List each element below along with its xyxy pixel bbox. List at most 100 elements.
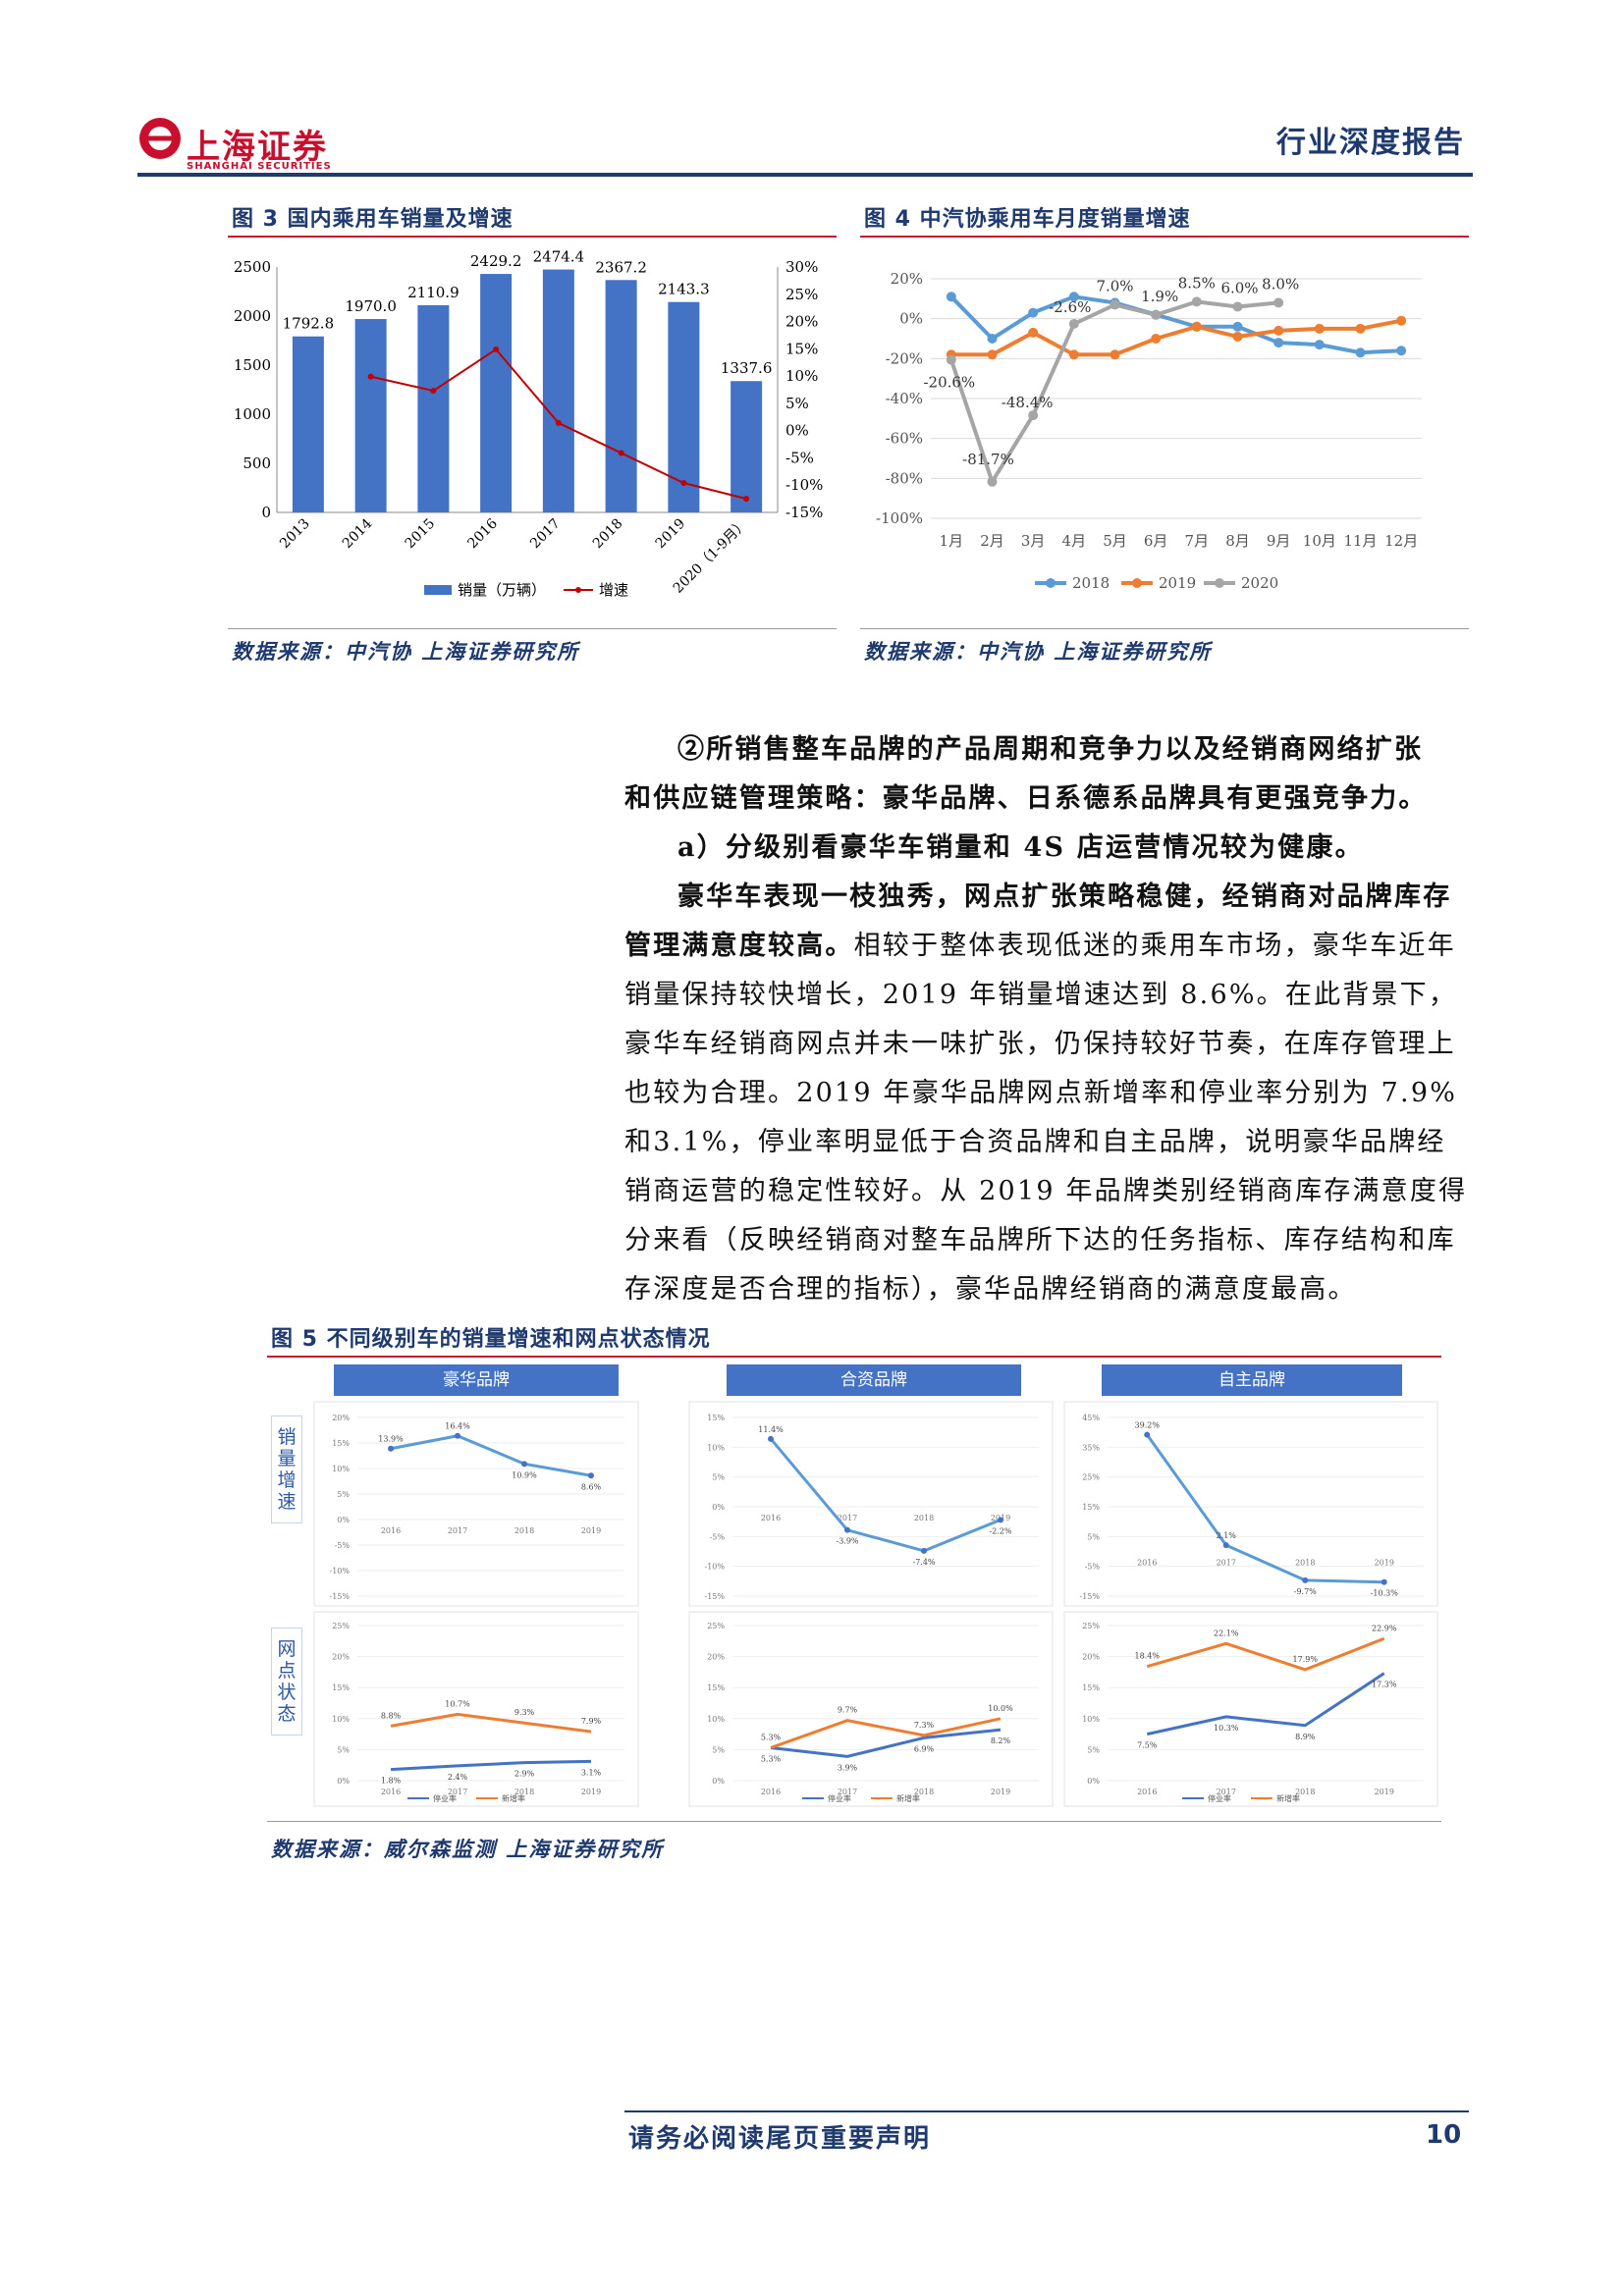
new-rate-line (1147, 1638, 1384, 1670)
y-tick-label: 0% (1087, 1777, 1100, 1786)
series-point-2019 (1151, 334, 1161, 344)
y-tick-label: 35% (1082, 1443, 1100, 1452)
y-tick-label: 0% (337, 1777, 350, 1786)
data-label-2020: -2.6% (1049, 298, 1091, 316)
sales-growth-label: -10.3% (1371, 1589, 1399, 1598)
legend-marker-2019 (1132, 578, 1142, 588)
bar-data-label: 2429.2 (470, 252, 522, 270)
x-tick-label: 2013 (277, 516, 313, 553)
y-tick-label: 20% (332, 1414, 350, 1422)
new-rate-label: 9.3% (514, 1708, 535, 1717)
series-point-2019 (1233, 332, 1243, 342)
y-right-tick-label: -5% (785, 449, 814, 466)
series-point-2018 (988, 334, 998, 344)
page-number: 10 (1426, 2120, 1461, 2150)
x-tick-label: 2017 (448, 1526, 467, 1535)
figure3-source: 数据来源：中汽协 上海证券研究所 (232, 636, 579, 666)
paragraph-3: 豪华车表现一枝独秀，网点扩张策略稳健，经销商对品牌库存管理满意度较高。相较于整体… (624, 873, 1469, 1314)
x-tick-label: 2018 (590, 516, 626, 553)
new-rate-label: 18.4% (1135, 1652, 1161, 1661)
sales-growth-label: -7.4% (912, 1558, 935, 1567)
y-tick-label: -80% (886, 469, 923, 487)
y-tick-label: 15% (332, 1683, 350, 1692)
panel-frame-sales (689, 1402, 1053, 1606)
legend-label-2020: 2020 (1241, 574, 1278, 592)
y-left-tick-label: 2000 (234, 307, 271, 325)
figure5-title: 图 5 不同级别车的销量增速和网点状态情况 (271, 1321, 711, 1353)
series-point-2019 (1396, 316, 1406, 326)
y-tick-label: 45% (1082, 1414, 1100, 1422)
sales-growth-label: 13.9% (378, 1435, 404, 1444)
legend-label-new: 新增率 (896, 1793, 920, 1803)
closure-rate-label: 8.2% (991, 1736, 1011, 1745)
x-tick-label: 2019 (991, 1788, 1010, 1796)
new-rate-label: 10.0% (988, 1704, 1013, 1713)
x-tick-label: 2019 (1375, 1788, 1394, 1796)
sales-growth-point (1381, 1579, 1387, 1585)
new-rate-label: 8.8% (381, 1711, 402, 1720)
data-label-2020: 7.0% (1096, 277, 1133, 294)
series-point-2020 (1233, 301, 1243, 311)
report-type-title: 行业深度报告 (1276, 118, 1465, 161)
growth-point (619, 450, 624, 455)
x-tick-label: 2016 (1137, 1559, 1157, 1568)
closure-rate-label: 6.9% (914, 1744, 935, 1753)
figure4-rule (860, 236, 1469, 238)
x-tick-label: 2016 (381, 1526, 401, 1535)
y-tick-label: 5% (712, 1473, 725, 1482)
x-tick-label: 2018 (914, 1514, 934, 1522)
y-tick-label: 5% (337, 1490, 350, 1499)
header-rule (137, 173, 1473, 177)
legend-label-2019: 2019 (1159, 574, 1196, 592)
bar (606, 280, 637, 512)
bar-data-label: 1337.6 (721, 359, 773, 377)
data-label-2020: -81.7% (962, 451, 1014, 468)
x-tick-label: 2018 (1295, 1559, 1315, 1568)
series-point-2020 (1192, 296, 1202, 306)
series-point-2019 (988, 349, 998, 359)
y-tick-label: 20% (332, 1653, 350, 1662)
legend-label-growth: 增速 (599, 581, 628, 599)
bar (731, 381, 762, 512)
sales-growth-point (588, 1472, 594, 1478)
y-tick-label: 20% (891, 270, 923, 288)
sales-growth-point (388, 1446, 394, 1452)
legend-marker-2020 (1215, 578, 1224, 588)
figure3-rule (228, 236, 837, 238)
new-rate-label: 10.7% (445, 1699, 470, 1708)
logo-subtext: SHANGHAI SECURITIES (187, 161, 332, 172)
x-tick-label: 5月 (1103, 532, 1127, 550)
sales-growth-point (1144, 1432, 1150, 1438)
y-tick-label: 15% (1082, 1683, 1100, 1692)
series-point-2018 (1396, 346, 1406, 355)
new-rate-label: 5.3% (761, 1734, 782, 1742)
data-label-2020: 8.0% (1262, 275, 1299, 293)
y-tick-label: 25% (1082, 1622, 1100, 1630)
sales-growth-label: 10.9% (512, 1470, 537, 1479)
data-label-2020: 1.9% (1141, 288, 1178, 305)
legend-marker-2018 (1046, 578, 1056, 588)
x-tick-label: 12月 (1384, 532, 1418, 550)
figure3-title: 图 3 国内乘用车销量及增速 (232, 201, 514, 233)
data-label-2020: 8.5% (1178, 274, 1216, 292)
new-rate-label: 7.9% (581, 1717, 602, 1726)
x-tick-label: 4月 (1062, 532, 1087, 550)
new-rate-label: 17.9% (1293, 1655, 1319, 1664)
y-right-tick-label: 20% (785, 313, 818, 331)
y-tick-label: -5% (335, 1541, 351, 1550)
sales-growth-point (998, 1517, 1003, 1522)
y-tick-label: -10% (330, 1567, 351, 1575)
y-right-tick-label: -15% (785, 504, 823, 521)
series-point-2018 (1028, 308, 1038, 318)
y-tick-label: -20% (886, 349, 923, 367)
paragraph-2: a）分级别看豪华车销量和 4S 店运营情况较为健康。 (624, 824, 1469, 873)
closure-rate-label: 2.4% (448, 1773, 468, 1782)
closure-rate-label: 17.3% (1372, 1681, 1397, 1689)
x-tick-label: 2016 (464, 515, 501, 552)
sales-growth-point (1223, 1542, 1229, 1548)
y-right-tick-label: 0% (785, 422, 809, 440)
new-rate-label: 7.3% (914, 1721, 935, 1730)
figure5-panels: 20%15%10%5%0%-5%-10%-15%2016 2017 2018 2019… (267, 1361, 1441, 1816)
x-tick-label: 2016 (381, 1788, 401, 1796)
x-tick-label: 2016 (761, 1514, 781, 1522)
